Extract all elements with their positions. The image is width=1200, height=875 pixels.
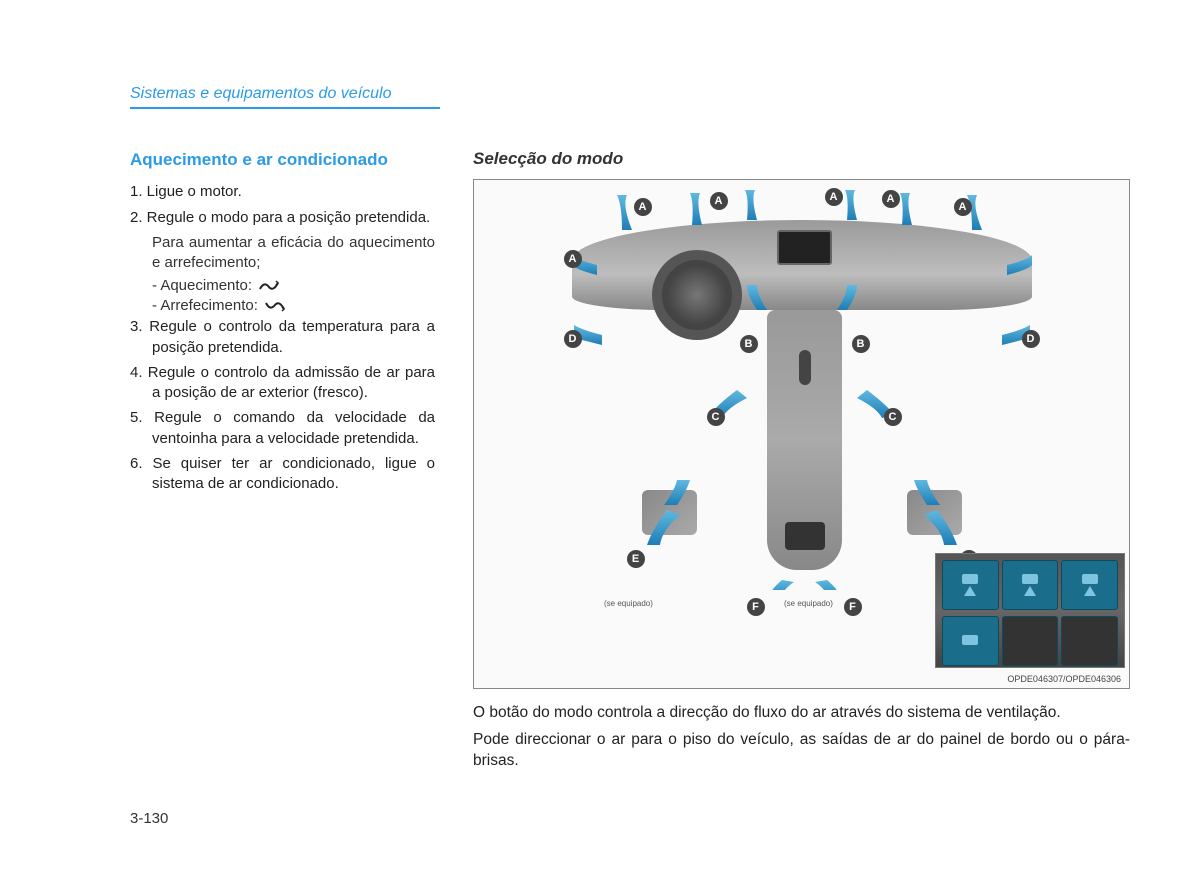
cooling-label: - Arrefecimento: bbox=[152, 297, 258, 314]
left-column: Aquecimento e ar condicionado 1. Ligue o… bbox=[130, 149, 435, 778]
gear-shifter bbox=[799, 350, 811, 385]
label-a: A bbox=[634, 198, 652, 216]
mode-icon bbox=[1082, 574, 1098, 584]
step-2: 2. Regule o modo para a posição pretendi… bbox=[130, 208, 435, 228]
step-3: 3. Regule o controlo da temperatura para… bbox=[130, 317, 435, 358]
two-column-layout: Aquecimento e ar condicionado 1. Ligue o… bbox=[130, 149, 1130, 778]
if-equipped-right: (se equipado) bbox=[784, 599, 833, 608]
paragraph-1: O botão do modo controla a direcção do f… bbox=[473, 703, 1130, 724]
step-6: 6. Se quiser ter ar condicionado, ligue … bbox=[130, 454, 435, 495]
section-header: Sistemas e equipamentos do veículo bbox=[130, 85, 440, 109]
heating-icon bbox=[258, 279, 280, 293]
label-b: B bbox=[852, 335, 870, 353]
mode-btn-defrost bbox=[942, 616, 999, 666]
airflow-diagram: A A A A A A B B C C D D E E F F bbox=[473, 179, 1130, 689]
label-b: B bbox=[740, 335, 758, 353]
heating-label: - Aquecimento: bbox=[152, 277, 252, 294]
label-f: F bbox=[747, 598, 765, 616]
mode-btn-face bbox=[942, 560, 999, 610]
step-5: 5. Regule o comando da velocidade da ven… bbox=[130, 408, 435, 449]
mode-icon bbox=[1022, 574, 1038, 584]
center-console bbox=[767, 310, 842, 570]
label-a: A bbox=[710, 192, 728, 210]
label-a: A bbox=[954, 198, 972, 216]
step-2-cooling: - Arrefecimento: bbox=[130, 297, 435, 314]
label-d: D bbox=[1022, 330, 1040, 348]
heating-ac-title: Aquecimento e ar condicionado bbox=[130, 149, 435, 170]
mode-buttons-inset bbox=[935, 553, 1125, 668]
step-2-heating: - Aquecimento: bbox=[130, 277, 435, 294]
arrow-up-icon bbox=[1024, 586, 1036, 596]
mode-icon bbox=[962, 635, 978, 645]
arrow-up-icon bbox=[1084, 586, 1096, 596]
paragraph-2: Pode direccionar o ar para o piso do veí… bbox=[473, 730, 1130, 772]
instruction-list-cont: 3. Regule o controlo da temperatura para… bbox=[130, 317, 435, 494]
if-equipped-left: (se equipado) bbox=[604, 599, 653, 608]
manual-page: Sistemas e equipamentos do veículo Aquec… bbox=[0, 0, 1200, 818]
mode-btn-floor bbox=[1061, 560, 1118, 610]
label-e: E bbox=[627, 550, 645, 568]
page-number: 3-130 bbox=[130, 810, 168, 827]
label-a: A bbox=[564, 250, 582, 268]
label-d: D bbox=[564, 330, 582, 348]
label-c: C bbox=[884, 408, 902, 426]
step-2-note: Para aumentar a eficácia do aquecimento … bbox=[130, 233, 435, 274]
infotainment-screen bbox=[777, 230, 832, 265]
inset-row-bottom bbox=[936, 616, 1124, 672]
cooling-icon bbox=[264, 299, 286, 313]
figure-reference-code: OPDE046307/OPDE046306 bbox=[1007, 674, 1121, 684]
arrow-up-icon bbox=[964, 586, 976, 596]
step-1: 1. Ligue o motor. bbox=[130, 182, 435, 202]
mode-btn-blank bbox=[1061, 616, 1118, 666]
instruction-list: 1. Ligue o motor. 2. Regule o modo para … bbox=[130, 182, 435, 228]
mode-selection-title: Selecção do modo bbox=[473, 149, 1130, 169]
floor-vent-left bbox=[642, 490, 697, 535]
mode-btn-bilevel bbox=[1002, 560, 1059, 610]
dashboard-illustration: A A A A A A B B C C D D E E F F bbox=[572, 190, 1032, 510]
mode-btn-blank bbox=[1002, 616, 1059, 666]
step-4: 4. Regule o controlo da admissão de ar p… bbox=[130, 363, 435, 404]
mode-icon bbox=[962, 574, 978, 584]
right-column: Selecção do modo bbox=[473, 149, 1130, 778]
floor-vent-right bbox=[907, 490, 962, 535]
label-a: A bbox=[825, 188, 843, 206]
label-c: C bbox=[707, 408, 725, 426]
inset-row-top bbox=[936, 554, 1124, 616]
steering-wheel bbox=[652, 250, 742, 340]
label-a: A bbox=[882, 190, 900, 208]
label-f: F bbox=[844, 598, 862, 616]
